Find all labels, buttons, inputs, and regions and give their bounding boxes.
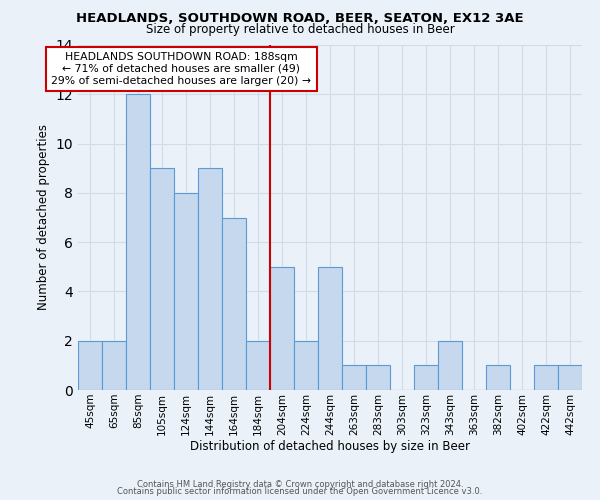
Y-axis label: Number of detached properties: Number of detached properties [37,124,50,310]
X-axis label: Distribution of detached houses by size in Beer: Distribution of detached houses by size … [190,440,470,454]
Text: Size of property relative to detached houses in Beer: Size of property relative to detached ho… [146,22,454,36]
Bar [102,340,126,390]
Bar [246,340,270,390]
Text: HEADLANDS SOUTHDOWN ROAD: 188sqm
← 71% of detached houses are smaller (49)
29% o: HEADLANDS SOUTHDOWN ROAD: 188sqm ← 71% o… [51,52,311,86]
Bar [198,168,222,390]
Bar [126,94,150,390]
Text: Contains public sector information licensed under the Open Government Licence v3: Contains public sector information licen… [118,487,482,496]
Bar [366,366,390,390]
Bar [222,218,246,390]
Bar [270,267,294,390]
Bar [294,340,318,390]
Bar [486,366,510,390]
Bar [558,366,582,390]
Bar [342,366,366,390]
Bar [534,366,558,390]
Bar [78,340,102,390]
Bar [318,267,342,390]
Bar [150,168,174,390]
Bar [174,193,198,390]
Text: Contains HM Land Registry data © Crown copyright and database right 2024.: Contains HM Land Registry data © Crown c… [137,480,463,489]
Bar [414,366,438,390]
Bar [438,340,462,390]
Text: HEADLANDS, SOUTHDOWN ROAD, BEER, SEATON, EX12 3AE: HEADLANDS, SOUTHDOWN ROAD, BEER, SEATON,… [76,12,524,26]
